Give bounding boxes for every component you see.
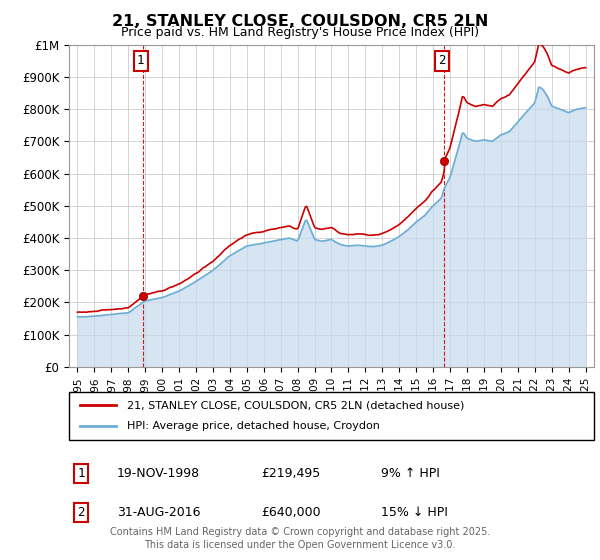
Text: 9% ↑ HPI: 9% ↑ HPI — [381, 466, 440, 480]
Text: 2: 2 — [438, 54, 445, 67]
Text: 1: 1 — [77, 466, 85, 480]
Text: HPI: Average price, detached house, Croydon: HPI: Average price, detached house, Croy… — [127, 421, 380, 431]
Text: 15% ↓ HPI: 15% ↓ HPI — [381, 506, 448, 519]
Text: Price paid vs. HM Land Registry's House Price Index (HPI): Price paid vs. HM Land Registry's House … — [121, 26, 479, 39]
Text: £640,000: £640,000 — [261, 506, 320, 519]
Text: 31-AUG-2016: 31-AUG-2016 — [117, 506, 200, 519]
Text: 19-NOV-1998: 19-NOV-1998 — [117, 466, 200, 480]
Text: 1: 1 — [137, 54, 145, 67]
Text: £219,495: £219,495 — [261, 466, 320, 480]
Text: 2: 2 — [77, 506, 85, 519]
Text: 21, STANLEY CLOSE, COULSDON, CR5 2LN (detached house): 21, STANLEY CLOSE, COULSDON, CR5 2LN (de… — [127, 400, 464, 410]
FancyBboxPatch shape — [69, 392, 594, 440]
Text: 21, STANLEY CLOSE, COULSDON, CR5 2LN: 21, STANLEY CLOSE, COULSDON, CR5 2LN — [112, 14, 488, 29]
Text: Contains HM Land Registry data © Crown copyright and database right 2025.
This d: Contains HM Land Registry data © Crown c… — [110, 527, 490, 550]
